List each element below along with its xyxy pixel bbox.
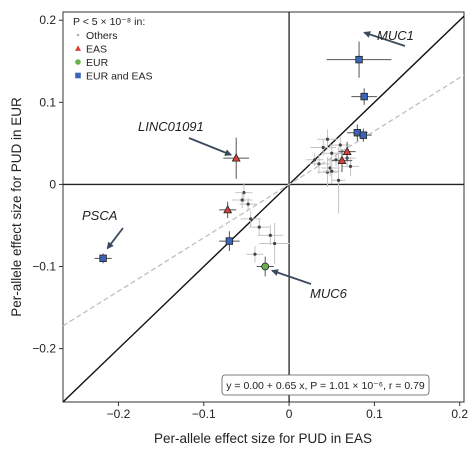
y-tick-label: −0.1 [32,260,56,274]
legend-title: P < 5 × 10⁻⁸ in: [73,16,145,28]
x-tick-label: −0.2 [107,407,131,421]
regression-box-frame [221,374,430,396]
point-marker [225,237,234,245]
annotation-arrow [188,137,233,156]
regression-text: y = 0.00 + 0.65 x, P = 1.01 × 10⁻⁶, r = … [226,380,425,392]
legend-item: EAS [75,44,107,56]
data-points [94,41,392,277]
x-tick-label: 0.2 [451,407,468,421]
identity-line [63,15,464,402]
point-marker [231,153,241,162]
gene-label: MUC6 [310,286,348,301]
data-point [223,137,249,179]
point-marker [321,145,325,150]
point-marker [325,137,330,141]
point-marker [359,131,368,139]
data-point [321,159,339,177]
data-point [308,154,330,174]
data-point [231,191,253,209]
plot-frame [62,11,465,403]
y-tick-label: 0.1 [39,95,56,109]
point-marker [268,233,272,237]
legend-label: EAS [86,44,107,56]
legend-marker [75,72,81,79]
data-point [331,147,346,214]
data-point [219,231,240,251]
data-point [351,88,377,105]
y-tick-label: 0.2 [39,13,56,27]
data-point [256,256,274,277]
x-tick-label: 0.1 [366,407,383,421]
point-marker [253,252,257,256]
point-marker [240,198,244,202]
point-marker [261,262,270,271]
data-point [354,128,372,142]
point-marker [99,254,107,263]
point-marker [360,92,368,101]
point-marker [338,143,342,147]
data-point [317,157,338,187]
point-marker [223,205,233,214]
data-point [246,246,264,263]
point-marker [336,178,341,182]
x-axis-label: Per-allele effect size for PUD in EAS [154,431,372,446]
y-tick-label: 0 [49,177,56,191]
annotation-arrow [271,269,312,285]
gene-label: PSCA [82,208,117,223]
data-point [326,41,392,78]
legend-label: EUR [86,57,109,69]
data-point [219,201,237,219]
point-marker [246,202,250,206]
data-point [306,153,324,167]
legend-label: Others [86,30,118,42]
x-tick-label: −0.1 [192,407,216,421]
point-marker [348,164,353,168]
point-marker [328,166,332,170]
annotation-arrow [106,227,124,250]
legend-label: EUR and EAS [86,71,153,83]
point-marker [342,146,352,155]
x-tick-label: 0 [286,407,293,421]
regression-box: y = 0.00 + 0.65 x, P = 1.01 × 10⁻⁶, r = … [221,374,430,396]
y-tick-label: −0.2 [32,342,56,356]
data-point [323,158,341,184]
point-marker [355,55,363,64]
fit-line [63,74,464,327]
data-point [239,197,257,211]
data-point [338,141,356,162]
point-marker [337,155,347,165]
gene-annotations: MUC1 LINC01091 PSCA MUC6 [82,28,414,301]
data-point [257,225,284,246]
legend-item: Others [76,30,118,42]
data-point [259,223,290,265]
axis-ticks: −0.2 −0.1 0 0.1 0.2 −0.2 −0.1 0 0.1 0.2 [32,13,468,421]
data-point [248,218,270,236]
data-point [331,149,353,173]
reference-lines [63,12,464,402]
point-marker [317,162,321,166]
point-marker [257,225,261,229]
annotation-arrow [363,31,406,47]
gene-label: LINC01091 [138,119,204,134]
point-marker [330,169,334,173]
point-marker [313,158,317,162]
legend-marker [76,33,80,37]
point-marker [242,191,246,195]
point-marker [249,217,253,221]
point-marker [272,241,277,246]
legend-item: EUR [75,57,109,69]
point-marker [330,151,334,155]
data-point [235,182,253,203]
data-point [341,156,360,177]
gene-label: MUC1 [377,28,414,43]
data-point [317,129,338,150]
legend-item: EUR and EAS [75,71,153,83]
data-point [94,253,112,264]
y-axis-label: Per-allele effect size for PUD in EUR [9,97,24,317]
legend-marker [75,59,81,65]
legend-marker [75,45,81,51]
data-point [240,210,261,228]
